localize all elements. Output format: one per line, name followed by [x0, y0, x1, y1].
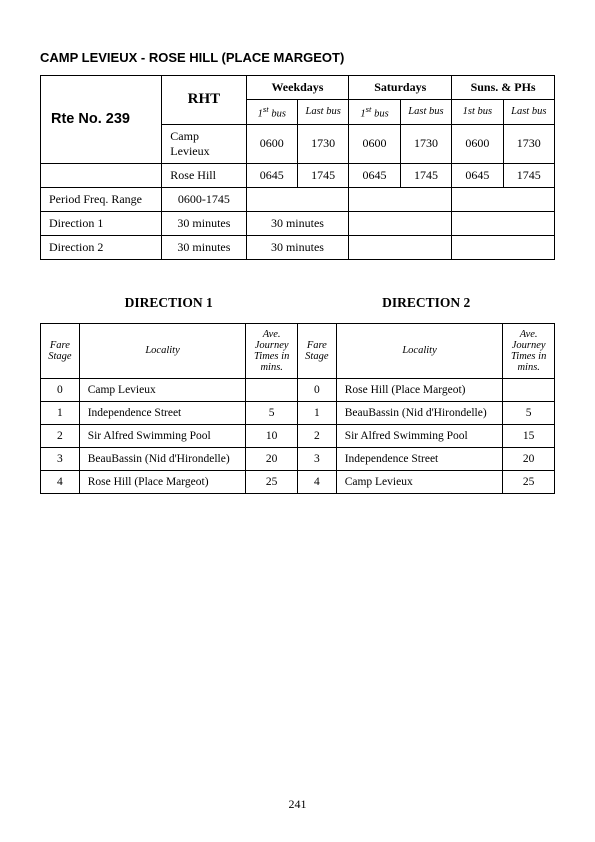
fare-stage: 2: [297, 424, 336, 447]
time-cell: 1745: [297, 163, 348, 187]
table-row: Direction 2 30 minutes 30 minutes: [41, 235, 555, 259]
locality: Sir Alfred Swimming Pool: [336, 424, 503, 447]
table-row: Direction 1 30 minutes 30 minutes: [41, 211, 555, 235]
sub-last-bus: Last bus: [400, 100, 451, 125]
sub-first-bus: 1st bus: [246, 100, 297, 125]
time-cell: 1730: [400, 124, 451, 163]
th-locality: Locality: [336, 323, 503, 378]
fare-stage: 3: [297, 447, 336, 470]
journey-time: 25: [246, 470, 298, 493]
freq-cell: 30 minutes: [162, 211, 246, 235]
locality-table: Fare Stage Locality Ave. Journey Times i…: [40, 323, 555, 494]
locality: Rose Hill (Place Margeot): [336, 378, 503, 401]
fare-stage: 3: [41, 447, 80, 470]
operator: RHT: [162, 76, 246, 125]
schedule-table: Rte No. 239 RHT Weekdays Saturdays Suns.…: [40, 75, 555, 260]
time-cell: 0645: [452, 163, 503, 187]
direction-2-title: DIRECTION 2: [382, 295, 470, 311]
page-number: 241: [0, 797, 595, 812]
stop-name: Camp Levieux: [162, 124, 246, 163]
freq-cell: 30 minutes: [162, 235, 246, 259]
th-fare-stage: Fare Stage: [297, 323, 336, 378]
stop-name: Rose Hill: [162, 163, 246, 187]
freq-cell: 30 minutes: [246, 235, 349, 259]
journey-time: [503, 378, 555, 401]
route-number: Rte No. 239: [41, 76, 162, 164]
time-cell: 0600: [452, 124, 503, 163]
direction-1-title: DIRECTION 1: [125, 295, 213, 311]
direction-label: Direction 1: [41, 211, 162, 235]
th-locality: Locality: [79, 323, 246, 378]
journey-time: 20: [503, 447, 555, 470]
locality: Camp Levieux: [79, 378, 246, 401]
time-cell: 0600: [349, 124, 400, 163]
table-row: 3BeauBassin (Nid d'Hirondelle)203Indepen…: [41, 447, 555, 470]
fare-stage: 1: [41, 401, 80, 424]
journey-time: 5: [503, 401, 555, 424]
fare-stage: 0: [41, 378, 80, 401]
time-cell: 1730: [503, 124, 554, 163]
fare-stage: 1: [297, 401, 336, 424]
table-row: 1Independence Street51BeauBassin (Nid d'…: [41, 401, 555, 424]
sub-first-bus: 1st bus: [349, 100, 400, 125]
fare-stage: 4: [41, 470, 80, 493]
th-ave-time: Ave. Journey Times in mins.: [503, 323, 555, 378]
time-cell: 0600: [246, 124, 297, 163]
col-sundays: Suns. & PHs: [452, 76, 555, 100]
sub-first-bus: 1st bus: [452, 100, 503, 125]
table-row: 2Sir Alfred Swimming Pool102Sir Alfred S…: [41, 424, 555, 447]
fare-stage: 4: [297, 470, 336, 493]
time-cell: 1745: [400, 163, 451, 187]
locality: Camp Levieux: [336, 470, 503, 493]
journey-time: 15: [503, 424, 555, 447]
journey-time: 5: [246, 401, 298, 424]
time-cell: 1745: [503, 163, 554, 187]
locality: Rose Hill (Place Margeot): [79, 470, 246, 493]
page-title: CAMP LEVIEUX - ROSE HILL (PLACE MARGEOT): [40, 50, 555, 65]
th-fare-stage: Fare Stage: [41, 323, 80, 378]
locality: BeauBassin (Nid d'Hirondelle): [336, 401, 503, 424]
time-cell: 1730: [297, 124, 348, 163]
journey-time: 10: [246, 424, 298, 447]
journey-time: [246, 378, 298, 401]
sub-last-bus: Last bus: [297, 100, 348, 125]
direction-label: Direction 2: [41, 235, 162, 259]
freq-cell: 30 minutes: [246, 211, 349, 235]
table-row: 0Camp Levieux0Rose Hill (Place Margeot): [41, 378, 555, 401]
col-saturdays: Saturdays: [349, 76, 452, 100]
journey-time: 20: [246, 447, 298, 470]
locality: Independence Street: [336, 447, 503, 470]
time-cell: 0645: [349, 163, 400, 187]
period-label: Period Freq. Range: [41, 187, 162, 211]
journey-time: 25: [503, 470, 555, 493]
time-cell: 0645: [246, 163, 297, 187]
locality: Independence Street: [79, 401, 246, 424]
sub-last-bus: Last bus: [503, 100, 554, 125]
th-ave-time: Ave. Journey Times in mins.: [246, 323, 298, 378]
table-row: Rose Hill 0645 1745 0645 1745 0645 1745: [41, 163, 555, 187]
table-row: Period Freq. Range 0600-1745: [41, 187, 555, 211]
col-weekdays: Weekdays: [246, 76, 349, 100]
table-row: 4Rose Hill (Place Margeot)254Camp Levieu…: [41, 470, 555, 493]
period-value: 0600-1745: [162, 187, 246, 211]
fare-stage: 2: [41, 424, 80, 447]
locality: Sir Alfred Swimming Pool: [79, 424, 246, 447]
fare-stage: 0: [297, 378, 336, 401]
locality: BeauBassin (Nid d'Hirondelle): [79, 447, 246, 470]
